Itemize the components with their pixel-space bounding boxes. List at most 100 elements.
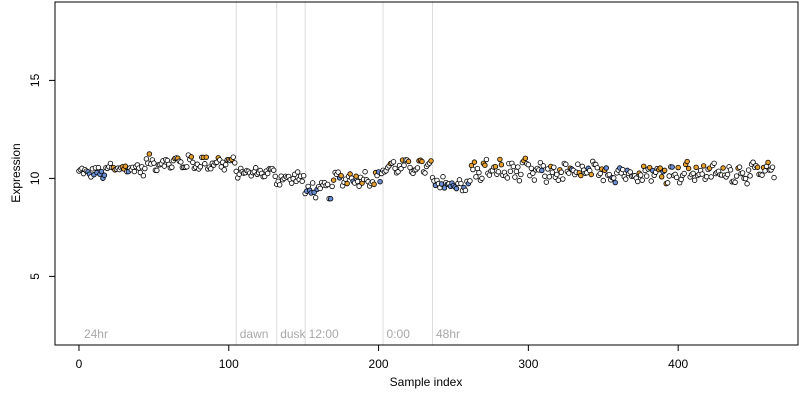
data-point — [661, 167, 668, 174]
x-tick-label: 0 — [76, 357, 83, 371]
data-point — [588, 171, 594, 178]
data-point — [299, 178, 305, 184]
y-axis-title: Expression — [9, 143, 23, 202]
data-point — [197, 164, 204, 170]
data-point — [551, 164, 557, 171]
data-point — [453, 185, 460, 192]
data-point — [146, 151, 153, 157]
data-point — [600, 177, 606, 184]
data-point — [540, 163, 547, 169]
data-point — [745, 167, 752, 173]
data-point — [648, 178, 654, 184]
data-point — [724, 171, 731, 178]
data-point — [498, 161, 505, 168]
data-point — [657, 165, 663, 171]
annotation-label: dawn — [240, 327, 269, 341]
data-point — [271, 167, 277, 173]
data-point — [639, 177, 645, 183]
x-tick-label: 200 — [369, 357, 389, 371]
data-point — [525, 161, 532, 168]
data-point — [390, 159, 397, 165]
data-point — [482, 162, 488, 168]
y-tick-label: 10 — [28, 171, 42, 185]
x-axis-title: Sample index — [390, 375, 463, 389]
data-point — [140, 173, 147, 179]
data-point — [750, 159, 756, 165]
data-point — [98, 168, 105, 175]
data-point — [531, 177, 538, 183]
data-point — [184, 164, 190, 170]
data-point — [335, 169, 341, 175]
data-point — [518, 171, 524, 178]
data-point — [142, 165, 148, 172]
data-point — [732, 179, 738, 185]
data-point — [188, 154, 195, 160]
data-point — [539, 167, 545, 174]
data-point — [736, 164, 743, 170]
data-point — [666, 173, 672, 179]
data-point — [312, 194, 319, 201]
data-point — [422, 170, 428, 176]
data-point — [338, 172, 344, 179]
data-point — [353, 173, 359, 179]
data-point — [575, 161, 581, 167]
data-point — [542, 173, 548, 179]
data-point — [154, 167, 160, 174]
data-point — [669, 164, 675, 170]
data-point — [771, 174, 777, 181]
data-point — [762, 168, 768, 174]
data-point — [202, 161, 208, 167]
data-point — [691, 177, 698, 183]
data-point — [658, 174, 665, 180]
data-point — [476, 169, 482, 176]
data-point — [428, 158, 434, 164]
data-point — [635, 178, 641, 185]
data-point — [458, 180, 464, 187]
data-point — [555, 177, 562, 183]
data-point — [690, 170, 696, 177]
data-point — [483, 156, 490, 163]
data-point — [603, 165, 609, 171]
data-point — [300, 173, 307, 179]
data-point — [122, 163, 129, 169]
data-point — [515, 164, 521, 170]
data-point — [597, 170, 603, 177]
data-point — [178, 159, 184, 165]
data-point — [398, 165, 404, 172]
data-point — [288, 180, 295, 186]
data-point — [554, 171, 560, 178]
data-point — [685, 165, 692, 172]
data-point — [522, 155, 529, 161]
data-point — [765, 159, 771, 166]
data-point — [462, 187, 469, 194]
data-point — [309, 180, 316, 186]
data-point — [684, 158, 690, 165]
data-point — [747, 173, 753, 179]
data-point — [317, 185, 323, 192]
data-point — [744, 181, 750, 187]
data-point — [137, 169, 144, 176]
data-point — [440, 174, 446, 180]
data-point — [563, 161, 569, 168]
data-point — [512, 174, 518, 180]
data-point — [558, 169, 565, 175]
data-point — [473, 174, 479, 180]
data-point — [623, 176, 629, 182]
data-point — [169, 164, 175, 170]
data-point — [699, 171, 705, 177]
annotations: 24hr dawn dusk 12:00 0:00 48hr — [84, 327, 460, 341]
data-point — [537, 159, 544, 166]
data-point — [754, 164, 761, 170]
annotation-label: 0:00 — [387, 327, 411, 341]
data-point — [294, 169, 301, 175]
data-point — [344, 180, 350, 187]
data-point — [510, 163, 517, 170]
data-point — [407, 164, 413, 171]
data-point — [143, 156, 150, 162]
x-tick-label: 100 — [219, 357, 239, 371]
data-point — [703, 174, 710, 180]
data-point — [620, 166, 626, 173]
data-point — [495, 169, 502, 175]
data-point — [419, 158, 425, 165]
